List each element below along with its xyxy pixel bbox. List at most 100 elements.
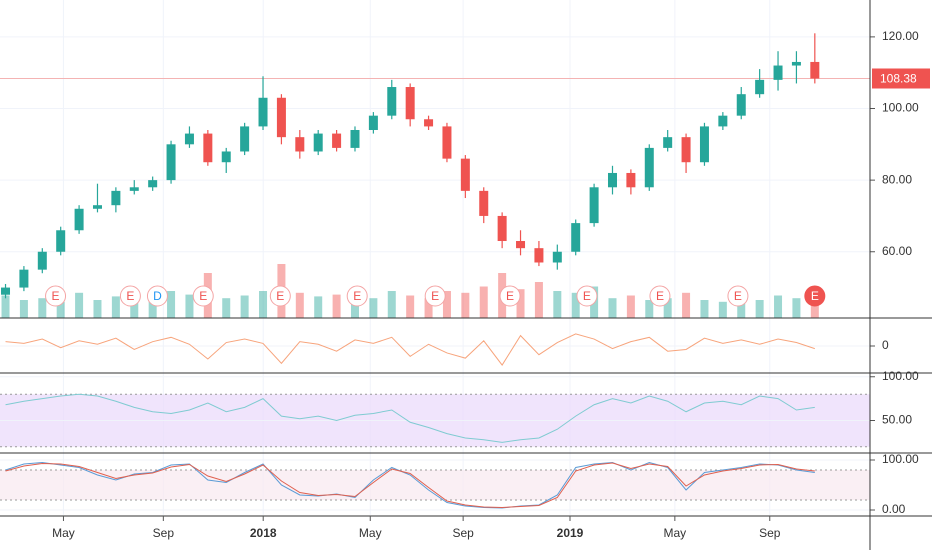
- candle-body: [773, 65, 783, 80]
- x-tick-label: 2018: [250, 526, 277, 540]
- volume-bar: [663, 298, 672, 318]
- y-tick-label: 120.00: [882, 29, 919, 43]
- candle-body: [240, 126, 250, 152]
- volume-bar: [682, 292, 691, 318]
- indicator-line: [5, 393, 815, 443]
- x-tick-label: Sep: [759, 526, 781, 540]
- event-marker: [45, 285, 67, 307]
- volume-bar: [111, 296, 120, 318]
- candle-body: [810, 61, 820, 79]
- candle-body: [571, 223, 581, 252]
- event-label: E: [353, 289, 361, 303]
- event-label: E: [811, 289, 819, 303]
- event-label: E: [656, 289, 664, 303]
- candle-body: [681, 137, 691, 163]
- volume-bar: [148, 298, 157, 318]
- candle-body: [129, 187, 139, 191]
- event-marker: [146, 285, 168, 307]
- volume-bar: [222, 298, 231, 318]
- candle-body: [607, 172, 617, 188]
- volume-bar: [424, 298, 433, 318]
- candle-body: [37, 251, 47, 270]
- candle-body: [644, 147, 654, 188]
- candle-body: [148, 180, 158, 188]
- volume-bar: [19, 300, 28, 318]
- y-tick-label: 0.00: [882, 502, 906, 516]
- y-tick-label: 100.00: [882, 452, 919, 466]
- volume-bar: [571, 292, 580, 318]
- x-tick-label: May: [359, 526, 382, 540]
- x-tick-label: Sep: [153, 526, 175, 540]
- volume-bar: [332, 294, 341, 318]
- candle-body: [111, 190, 121, 206]
- volume-bar: [167, 291, 176, 318]
- candle-body: [497, 215, 507, 242]
- volume-bar: [755, 300, 764, 318]
- volume-bar: [700, 300, 709, 318]
- candle-body: [479, 190, 489, 216]
- candle-body: [313, 133, 323, 152]
- candle-body: [258, 97, 268, 127]
- event-label: D: [153, 289, 162, 303]
- candle-body: [755, 79, 765, 95]
- x-tick-label: May: [52, 526, 75, 540]
- volume-bar: [626, 295, 635, 318]
- event-marker: [119, 285, 141, 307]
- event-label: E: [276, 289, 284, 303]
- volume-bar: [38, 298, 47, 318]
- candle-body: [387, 87, 397, 116]
- y-tick-label: 100.00: [882, 369, 919, 383]
- candle-body: [699, 126, 709, 163]
- event-marker: [576, 285, 598, 307]
- volume-bar: [461, 292, 470, 318]
- volume-bar: [56, 301, 65, 318]
- event-marker: [649, 285, 671, 307]
- event-marker: [192, 285, 214, 307]
- candle-body: [791, 61, 801, 66]
- volume-bar: [1, 295, 10, 318]
- candle-body: [663, 137, 673, 148]
- indicator-line: [5, 462, 815, 509]
- candle-body: [589, 187, 599, 224]
- event-label: E: [583, 289, 591, 303]
- candle-body: [368, 115, 378, 130]
- event-label: E: [734, 289, 742, 303]
- candle-body: [19, 269, 29, 288]
- candle-body: [56, 230, 66, 252]
- x-tick-label: May: [664, 526, 687, 540]
- volume-bar: [130, 301, 139, 318]
- event-label: E: [52, 289, 60, 303]
- volume-bar: [93, 300, 102, 318]
- candle-body: [92, 205, 102, 209]
- band: [0, 470, 870, 500]
- event-label: E: [431, 289, 439, 303]
- volume-bar: [259, 291, 268, 318]
- y-tick-label: 0: [882, 338, 889, 352]
- event-marker: [499, 285, 521, 307]
- candle-body: [442, 126, 452, 159]
- x-tick-label: Sep: [452, 526, 474, 540]
- indicator-line: [5, 461, 815, 509]
- candle-body: [460, 158, 470, 191]
- candle-body: [718, 115, 728, 127]
- volume-bar: [185, 294, 194, 318]
- candle-body: [276, 97, 286, 138]
- candle-body: [552, 251, 562, 263]
- candle-body: [424, 119, 434, 127]
- last-price-label: 108.38: [880, 72, 917, 86]
- candle-body: [74, 208, 84, 231]
- candle-body: [221, 151, 231, 163]
- event-label: E: [126, 289, 134, 303]
- candle-body: [295, 137, 305, 152]
- volume-bar: [737, 298, 746, 318]
- y-tick-label: 100.00: [882, 101, 919, 115]
- candle-body: [1, 287, 11, 295]
- candle-body: [626, 172, 636, 188]
- volume-bar: [295, 292, 304, 318]
- candle-body: [534, 248, 544, 263]
- event-marker: [424, 285, 446, 307]
- candle-body: [166, 144, 176, 181]
- volume-bar: [406, 295, 415, 318]
